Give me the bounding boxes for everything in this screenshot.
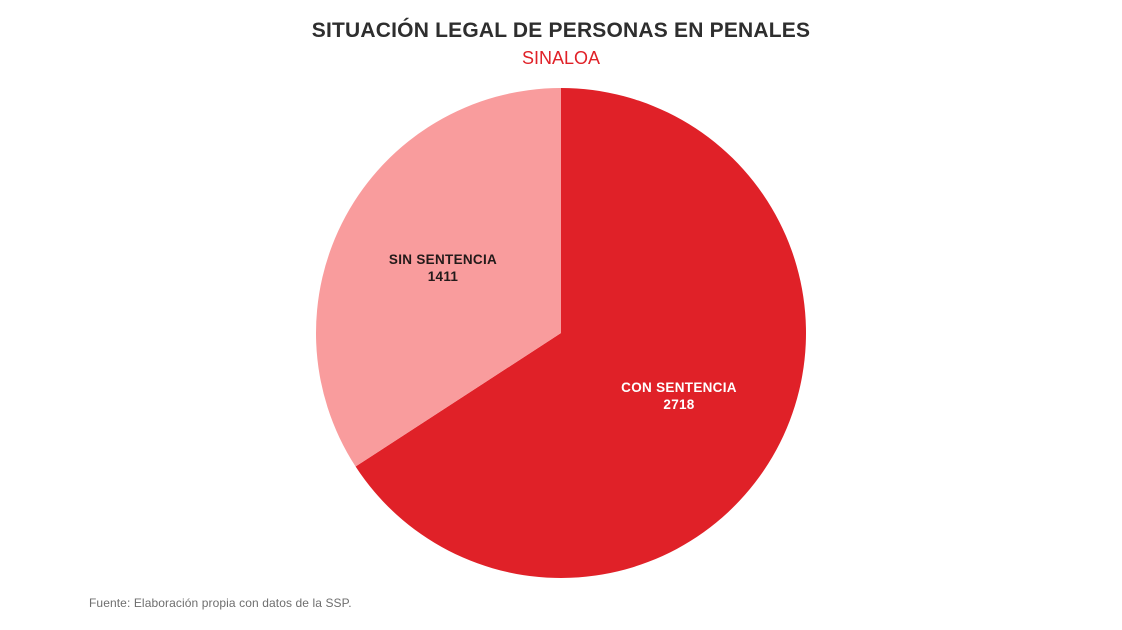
chart-title: SITUACIÓN LEGAL DE PERSONAS EN PENALES bbox=[311, 19, 811, 42]
source-note: Fuente: Elaboración propia con datos de … bbox=[89, 596, 352, 610]
chart-subtitle: SINALOA bbox=[521, 48, 601, 69]
pie-slice-con-sentencia bbox=[355, 88, 807, 578]
chart-header: SITUACIÓN LEGAL DE PERSONAS EN PENALES S… bbox=[0, 18, 1122, 71]
pie-slice-sin-sentencia bbox=[316, 88, 561, 467]
